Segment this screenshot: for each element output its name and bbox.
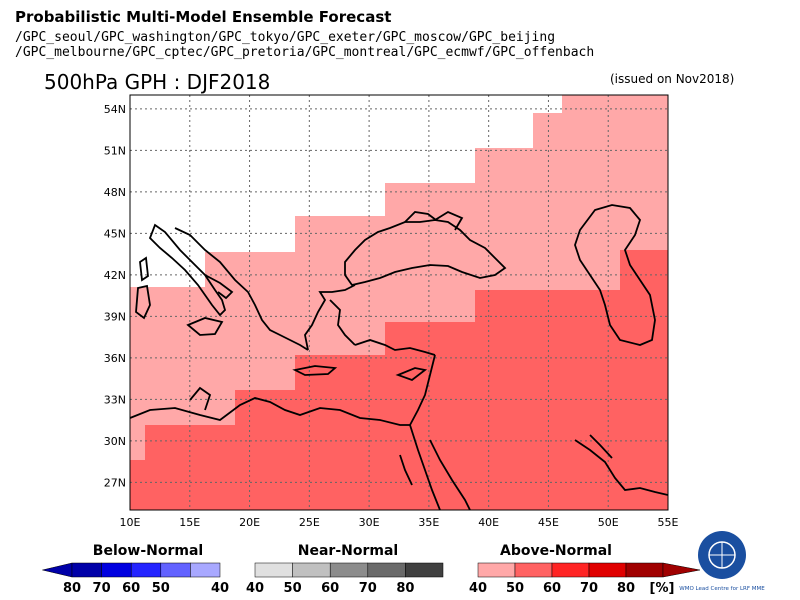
- lat-tick-label: 45N: [104, 227, 126, 240]
- legend-below-box: [71, 562, 102, 578]
- legend-above-title: Above-Normal: [500, 543, 612, 559]
- legend-near-label: 70: [359, 581, 377, 596]
- lat-tick-label: 27N: [104, 476, 126, 489]
- lon-tick-label: 15E: [179, 516, 200, 529]
- legend-above-box: [588, 562, 627, 578]
- legend-below-label: 50: [152, 581, 170, 596]
- legend-near-boxes: 40 50 60 70 80: [246, 562, 444, 596]
- wmo-logo: WMO Lead Centre for LRF MME: [679, 531, 765, 592]
- legend-above-label: 40: [469, 581, 487, 596]
- probability-shading: [130, 95, 668, 510]
- legend-above-box: [514, 562, 553, 578]
- lat-tick-label: 42N: [104, 269, 126, 282]
- lon-tick-label: 55E: [658, 516, 679, 529]
- legend-below-label: 70: [93, 581, 111, 596]
- lon-tick-label: 20E: [239, 516, 260, 529]
- lon-tick-label: 50E: [598, 516, 619, 529]
- legend-near-label: 60: [321, 581, 339, 596]
- legend-near-box: [292, 562, 331, 578]
- forecast-title: Probabilistic Multi-Model Ensemble Forec…: [15, 8, 392, 26]
- lon-tick-label: 40E: [478, 516, 499, 529]
- legend-below-label: 80: [63, 581, 81, 596]
- issued-date: (issued on Nov2018): [610, 72, 735, 86]
- legend-below-boxes: 80 70 60 50 40: [42, 562, 229, 596]
- legend-near-label: 40: [246, 581, 264, 596]
- legend-above-label: 80: [617, 581, 635, 596]
- legend-near-title: Near-Normal: [298, 543, 398, 559]
- longitude-labels: 10E 15E 20E 25E 30E 35E 40E 45E 50E 55E: [120, 516, 679, 529]
- legend-near-box: [254, 562, 293, 578]
- lat-tick-label: 33N: [104, 393, 126, 406]
- lat-tick-label: 51N: [104, 144, 126, 157]
- legend-below-label: 60: [122, 581, 140, 596]
- lat-tick-label: 30N: [104, 435, 126, 448]
- above-normal-40-region: [130, 95, 668, 460]
- lat-tick-label: 48N: [104, 186, 126, 199]
- legend-above-label: 60: [543, 581, 561, 596]
- legend: Below-Normal Near-Normal Above-Normal 80…: [42, 543, 701, 596]
- legend-below-box: [101, 562, 132, 578]
- legend-near-box: [367, 562, 406, 578]
- legend-above-label: 70: [580, 581, 598, 596]
- centers-line-2: /GPC_melbourne/GPC_cptec/GPC_pretoria/GP…: [15, 45, 595, 60]
- legend-above-label: 50: [506, 581, 524, 596]
- legend-near-box: [405, 562, 444, 578]
- legend-below-box: [130, 562, 162, 578]
- lon-tick-label: 10E: [120, 516, 141, 529]
- lat-tick-label: 54N: [104, 103, 126, 116]
- lat-tick-label: 36N: [104, 352, 126, 365]
- lon-tick-label: 25E: [299, 516, 320, 529]
- legend-below-box: [190, 562, 221, 578]
- legend-above-boxes: 40 50 60 70 80: [469, 562, 701, 596]
- lon-tick-label: 30E: [359, 516, 380, 529]
- map-gridlines: [130, 95, 668, 510]
- coastlines: [130, 204, 668, 510]
- legend-above-arrow: [662, 562, 701, 578]
- legend-near-label: 50: [284, 581, 302, 596]
- legend-unit: [%]: [650, 581, 675, 596]
- legend-below-arrow: [42, 562, 73, 578]
- wmo-logo-text: WMO Lead Centre for LRF MME: [679, 586, 765, 592]
- latitude-labels: 54N 51N 48N 45N 42N 39N 36N 33N 30N 27N: [104, 103, 126, 490]
- legend-near-label: 80: [396, 581, 414, 596]
- map-title: 500hPa GPH : DJF2018: [44, 70, 271, 94]
- lon-tick-label: 45E: [538, 516, 559, 529]
- lat-tick-label: 39N: [104, 310, 126, 323]
- above-normal-50-region: [130, 250, 668, 510]
- centers-line-1: /GPC_seoul/GPC_washington/GPC_tokyo/GPC_…: [15, 30, 556, 45]
- legend-below-title: Below-Normal: [93, 543, 203, 559]
- legend-below-box: [160, 562, 191, 578]
- legend-above-box: [551, 562, 590, 578]
- legend-above-box: [625, 562, 664, 578]
- legend-near-box: [329, 562, 369, 578]
- map-frame: [129, 94, 669, 511]
- legend-below-label: 40: [211, 581, 229, 596]
- legend-above-box: [477, 562, 516, 578]
- lon-tick-label: 35E: [418, 516, 439, 529]
